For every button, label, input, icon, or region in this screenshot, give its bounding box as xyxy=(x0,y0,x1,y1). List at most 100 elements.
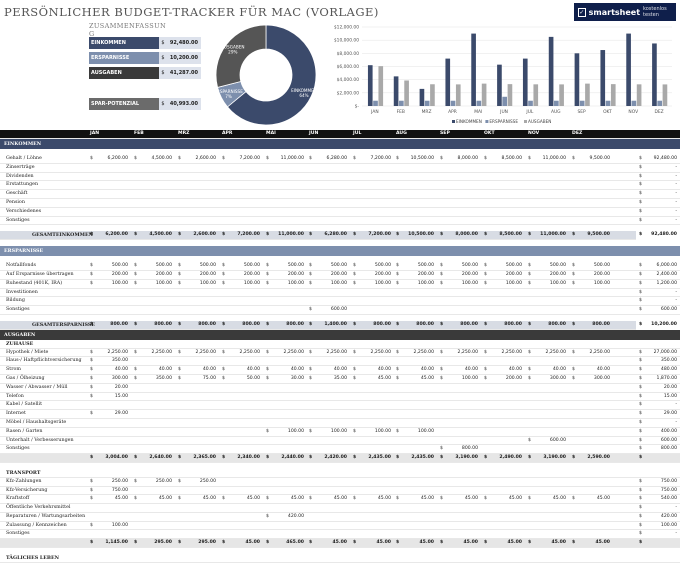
month-cell[interactable]: $4,500.00 xyxy=(131,155,175,164)
month-cell[interactable]: $200.00 xyxy=(175,271,219,280)
month-cell[interactable]: $500.00 xyxy=(263,262,307,271)
month-cell[interactable]: $15.00 xyxy=(87,393,131,402)
month-cell[interactable]: $45.00 xyxy=(306,495,350,504)
month-cell[interactable]: $800.00 xyxy=(87,321,131,330)
month-cell[interactable]: $100.00 xyxy=(393,280,437,289)
month-cell[interactable]: $350.00 xyxy=(131,375,175,384)
month-cell[interactable]: $2,435.00 xyxy=(350,454,394,463)
month-cell[interactable]: $40.00 xyxy=(263,366,307,375)
month-cell[interactable]: $2,250.00 xyxy=(525,349,569,358)
month-cell[interactable]: $200.00 xyxy=(569,271,613,280)
month-cell[interactable]: $800.00 xyxy=(131,321,175,330)
month-cell[interactable]: $600.00 xyxy=(525,437,569,446)
month-cell[interactable]: $8,000.00 xyxy=(437,231,481,240)
month-cell[interactable]: $2,250.00 xyxy=(437,349,481,358)
month-cell[interactable]: $500.00 xyxy=(569,262,613,271)
month-cell[interactable]: $100.00 xyxy=(481,280,525,289)
month-cell[interactable]: $800.00 xyxy=(437,321,481,330)
month-cell[interactable]: $500.00 xyxy=(87,262,131,271)
month-cell[interactable]: $11,000.00 xyxy=(263,231,307,240)
month-cell[interactable]: $2,250.00 xyxy=(481,349,525,358)
month-cell[interactable]: $295.00 xyxy=(175,539,219,548)
month-cell[interactable]: $2,250.00 xyxy=(306,349,350,358)
month-cell[interactable]: $350.00 xyxy=(87,357,131,366)
month-cell[interactable]: $200.00 xyxy=(393,271,437,280)
month-cell[interactable]: $7,200.00 xyxy=(219,155,263,164)
month-cell[interactable]: $3,190.00 xyxy=(437,454,481,463)
month-cell[interactable]: $45.00 xyxy=(569,495,613,504)
month-cell[interactable]: $30.00 xyxy=(263,375,307,384)
month-cell[interactable]: $420.00 xyxy=(263,513,307,522)
month-cell[interactable]: $45.00 xyxy=(569,539,613,548)
month-cell[interactable]: $750.00 xyxy=(87,487,131,496)
month-cell[interactable]: $20.00 xyxy=(87,384,131,393)
month-cell[interactable]: $100.00 xyxy=(131,280,175,289)
month-cell[interactable]: $2,590.00 xyxy=(569,454,613,463)
month-cell[interactable]: $100.00 xyxy=(87,280,131,289)
month-cell[interactable]: $45.00 xyxy=(437,539,481,548)
month-cell[interactable]: $100.00 xyxy=(393,428,437,437)
month-cell[interactable]: $300.00 xyxy=(87,375,131,384)
month-cell[interactable]: $45.00 xyxy=(481,539,525,548)
month-cell[interactable]: $45.00 xyxy=(437,495,481,504)
month-cell[interactable]: $2,600.00 xyxy=(175,231,219,240)
month-cell[interactable]: $2,250.00 xyxy=(350,349,394,358)
smartsheet-logo[interactable]: ✓ smartsheet kostenlos testen xyxy=(574,3,676,21)
month-cell[interactable]: $500.00 xyxy=(175,262,219,271)
month-cell[interactable]: $9,500.00 xyxy=(569,231,613,240)
month-cell[interactable]: $500.00 xyxy=(437,262,481,271)
month-cell[interactable]: $100.00 xyxy=(87,522,131,531)
month-cell[interactable]: $200.00 xyxy=(131,271,175,280)
month-cell[interactable]: $40.00 xyxy=(437,366,481,375)
month-cell[interactable]: $4,500.00 xyxy=(131,231,175,240)
month-cell[interactable]: $45.00 xyxy=(87,495,131,504)
month-cell[interactable]: $200.00 xyxy=(437,271,481,280)
month-cell[interactable]: $295.00 xyxy=(131,539,175,548)
month-cell[interactable]: $45.00 xyxy=(393,539,437,548)
month-cell[interactable]: $2,250.00 xyxy=(87,349,131,358)
month-cell[interactable]: $45.00 xyxy=(263,495,307,504)
month-cell[interactable]: $100.00 xyxy=(569,280,613,289)
month-cell[interactable]: $200.00 xyxy=(481,271,525,280)
month-cell[interactable]: $45.00 xyxy=(481,495,525,504)
month-cell[interactable]: $100.00 xyxy=(219,280,263,289)
month-cell[interactable]: $45.00 xyxy=(350,375,394,384)
month-cell[interactable]: $1,400.00 xyxy=(306,321,350,330)
month-cell[interactable]: $8,500.00 xyxy=(481,231,525,240)
month-cell[interactable]: $45.00 xyxy=(131,495,175,504)
month-cell[interactable]: $2,420.00 xyxy=(306,454,350,463)
month-cell[interactable]: $500.00 xyxy=(131,262,175,271)
month-cell[interactable]: $40.00 xyxy=(525,366,569,375)
month-cell[interactable]: $45.00 xyxy=(219,539,263,548)
month-cell[interactable]: $600.00 xyxy=(306,306,350,315)
month-cell[interactable]: $2,250.00 xyxy=(175,349,219,358)
month-cell[interactable]: $200.00 xyxy=(219,271,263,280)
month-cell[interactable]: $2,440.00 xyxy=(263,454,307,463)
month-cell[interactable]: $6,200.00 xyxy=(87,155,131,164)
month-cell[interactable]: $6,200.00 xyxy=(87,231,131,240)
month-cell[interactable]: $6,280.00 xyxy=(306,231,350,240)
month-cell[interactable]: $200.00 xyxy=(350,271,394,280)
month-cell[interactable]: $800.00 xyxy=(350,321,394,330)
month-cell[interactable]: $800.00 xyxy=(175,321,219,330)
month-cell[interactable]: $2,640.00 xyxy=(131,454,175,463)
month-cell[interactable]: $250.00 xyxy=(87,478,131,487)
month-cell[interactable]: $11,000.00 xyxy=(263,155,307,164)
month-cell[interactable]: $11,000.00 xyxy=(525,155,569,164)
month-cell[interactable]: $100.00 xyxy=(350,428,394,437)
month-cell[interactable]: $1,145.00 xyxy=(87,539,131,548)
month-cell[interactable]: $200.00 xyxy=(306,271,350,280)
month-cell[interactable]: $75.00 xyxy=(175,375,219,384)
month-cell[interactable]: $50.00 xyxy=(219,375,263,384)
month-cell[interactable]: $250.00 xyxy=(175,478,219,487)
month-cell[interactable]: $100.00 xyxy=(175,280,219,289)
month-cell[interactable]: $800.00 xyxy=(525,321,569,330)
month-cell[interactable]: $6,280.00 xyxy=(306,155,350,164)
month-cell[interactable]: $9,500.00 xyxy=(569,155,613,164)
month-cell[interactable]: $200.00 xyxy=(263,271,307,280)
month-cell[interactable]: $2,250.00 xyxy=(219,349,263,358)
month-cell[interactable]: $40.00 xyxy=(131,366,175,375)
month-cell[interactable]: $300.00 xyxy=(569,375,613,384)
month-cell[interactable]: $300.00 xyxy=(525,375,569,384)
month-cell[interactable]: $2,435.00 xyxy=(393,454,437,463)
